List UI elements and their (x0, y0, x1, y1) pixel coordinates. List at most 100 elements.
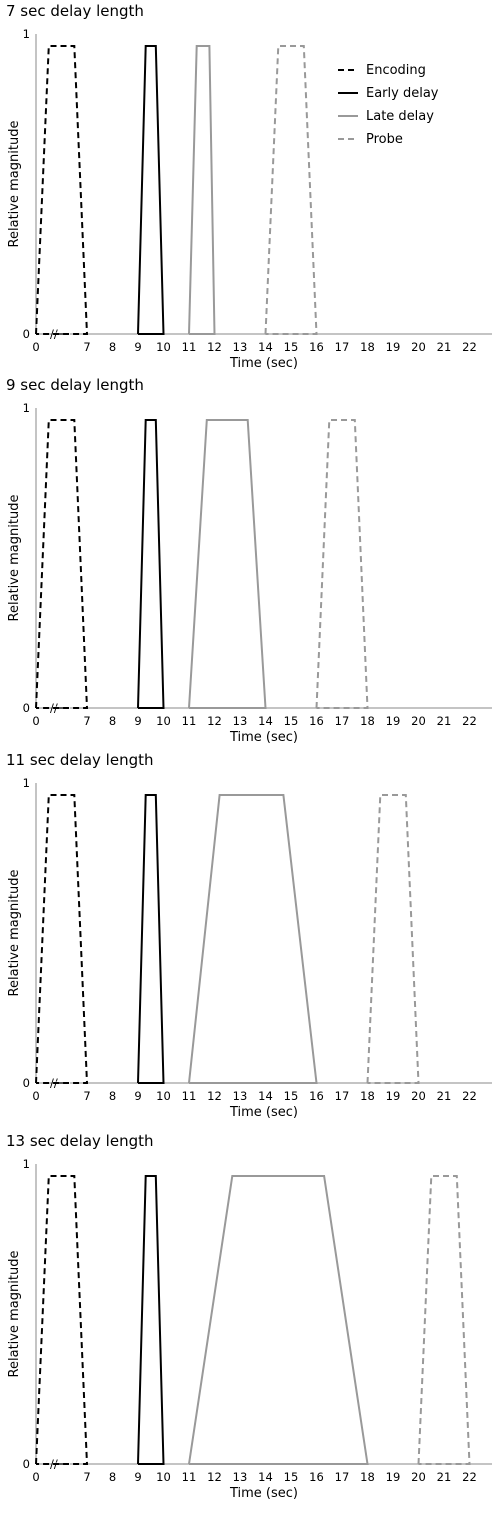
x-tick-label: 15 (284, 1089, 299, 1103)
x-tick-label: 14 (258, 1470, 273, 1484)
series-encoding-line (35, 794, 89, 1084)
x-tick-label: 20 (411, 1470, 426, 1484)
series-encoding-line (35, 419, 89, 709)
y-tick-label: 1 (23, 776, 30, 790)
x-axis-label: Time (sec) (229, 730, 298, 745)
x-tick-label: 10 (156, 714, 171, 728)
legend-label: Late delay (366, 109, 434, 124)
x-axis-label: Time (sec) (229, 1486, 298, 1501)
x-tick-label: 13 (233, 1089, 248, 1103)
x-tick-label: 7 (83, 1089, 90, 1103)
y-tick-label: 0 (23, 701, 30, 715)
legend-label: Probe (366, 132, 403, 147)
x-tick-label: 16 (309, 1089, 324, 1103)
x-tick-label: 8 (109, 340, 116, 354)
x-tick-label: 20 (411, 714, 426, 728)
x-tick-label: 12 (207, 714, 222, 728)
x-tick-label: 8 (109, 714, 116, 728)
series-late-delay-line (188, 419, 267, 709)
x-tick-label: 21 (437, 1470, 452, 1484)
y-tick-label: 0 (23, 327, 30, 341)
x-tick-label: 13 (233, 1470, 248, 1484)
x-axis-label: Time (sec) (229, 356, 298, 371)
chart-panel-7sec: 7 sec delay length //0 1 0 7 8 9 10 11 12 13 14 15 1… (0, 0, 500, 378)
x-tick-label: 13 (233, 340, 248, 354)
x-tick-label: 21 (437, 340, 452, 354)
chart-panel-11sec: 11 sec delay length //0 1 0 7 8 9 10 11 12 13 14 15… (0, 749, 500, 1127)
y-tick-label: 1 (23, 1157, 30, 1171)
x-tick-label: 0 (32, 340, 39, 354)
chart-title: 13 sec delay length (6, 1132, 154, 1150)
series-probe-line (315, 419, 369, 709)
x-tick-label: 14 (258, 340, 273, 354)
x-tick-label: 17 (335, 1089, 350, 1103)
x-tick-label: 19 (386, 340, 401, 354)
x-tick-label: 9 (134, 1470, 141, 1484)
x-tick-label: 11 (182, 340, 197, 354)
x-tick-label: 12 (207, 1089, 222, 1103)
series-early-delay-line (137, 45, 165, 335)
x-tick-label: 15 (284, 714, 299, 728)
x-tick-label: 0 (32, 714, 39, 728)
x-tick-label: 7 (83, 340, 90, 354)
chart-panel-9sec: 9 sec delay length //0 1 0 7 8 9 10 11 12 13 14 15 1… (0, 374, 500, 752)
series-early-delay-line (137, 794, 165, 1084)
series-probe-line (417, 1175, 471, 1465)
x-tick-label: 17 (335, 1470, 350, 1484)
y-axis-label: Relative magnitude (7, 870, 22, 997)
x-tick-label: 9 (134, 340, 141, 354)
x-tick-label: 19 (386, 1470, 401, 1484)
x-tick-label: 16 (309, 340, 324, 354)
y-axis-label: Relative magnitude (7, 121, 22, 248)
x-tick-label: 10 (156, 1470, 171, 1484)
x-tick-label: 13 (233, 714, 248, 728)
x-tick-label: 17 (335, 340, 350, 354)
chart-title: 7 sec delay length (6, 2, 144, 20)
x-tick-label: 15 (284, 1470, 299, 1484)
series-late-delay-line (188, 45, 216, 335)
x-tick-label: 11 (182, 1089, 197, 1103)
x-axis-label: Time (sec) (229, 1105, 298, 1120)
series-probe-line (264, 45, 318, 335)
x-tick-label: 19 (386, 714, 401, 728)
x-tick-label: 12 (207, 340, 222, 354)
x-tick-label: 18 (360, 340, 375, 354)
y-axis-label: Relative magnitude (7, 495, 22, 622)
y-tick-label: 1 (23, 27, 30, 41)
x-tick-label: 16 (309, 1470, 324, 1484)
x-tick-label: 22 (462, 714, 477, 728)
y-tick-label: 0 (23, 1076, 30, 1090)
x-tick-label: 9 (134, 1089, 141, 1103)
x-tick-label: 7 (83, 1470, 90, 1484)
x-tick-label: 18 (360, 1089, 375, 1103)
series-encoding-line (35, 45, 89, 335)
x-tick-label: 22 (462, 1470, 477, 1484)
x-tick-label: 10 (156, 1089, 171, 1103)
x-tick-label: 21 (437, 1089, 452, 1103)
x-tick-label: 21 (437, 714, 452, 728)
x-tick-label: 11 (182, 714, 197, 728)
legend-label: Encoding (366, 63, 426, 78)
x-tick-label: 22 (462, 1089, 477, 1103)
x-tick-label: 11 (182, 1470, 197, 1484)
x-tick-label: 18 (360, 714, 375, 728)
y-tick-label: 1 (23, 401, 30, 415)
x-tick-label: 22 (462, 340, 477, 354)
chart-title: 11 sec delay length (6, 751, 154, 769)
x-tick-label: 0 (32, 1089, 39, 1103)
x-tick-label: 14 (258, 714, 273, 728)
chart-title: 9 sec delay length (6, 376, 144, 394)
y-axis-label: Relative magnitude (7, 1251, 22, 1378)
x-tick-label: 17 (335, 714, 350, 728)
x-tick-label: 8 (109, 1089, 116, 1103)
x-tick-label: 14 (258, 1089, 273, 1103)
series-encoding-line (35, 1175, 89, 1465)
x-tick-label: 10 (156, 340, 171, 354)
x-tick-label: 20 (411, 1089, 426, 1103)
x-tick-label: 18 (360, 1470, 375, 1484)
x-tick-label: 16 (309, 714, 324, 728)
chart-panel-13sec: 13 sec delay length //0 1 0 7 8 9 10 11 12 13 14 15… (0, 1130, 500, 1508)
